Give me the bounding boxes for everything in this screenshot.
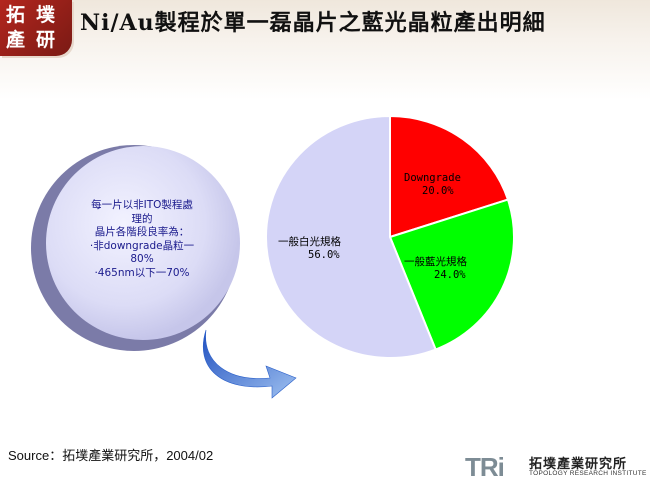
pie-slice-label: Downgrade: [404, 172, 461, 184]
slide-title: Ni/Au製程於單一磊晶片之藍光晶粒產出明細: [80, 10, 546, 36]
callout-line: 晶片各階段良率為：: [94, 226, 190, 238]
footer-logo-mark: TRi: [465, 452, 505, 482]
curved-arrow-icon: [202, 329, 297, 399]
pie-slice-value: 20.0%: [422, 185, 454, 197]
callout-circle: [46, 146, 240, 340]
logo-char: 墣: [36, 4, 56, 26]
header-band: [0, 0, 650, 100]
callout-line: ‧465nm以下一70%: [94, 266, 190, 279]
logo-char: 拓: [6, 4, 26, 26]
pie-slice-value: 24.0%: [434, 269, 466, 281]
logo-char: 研: [36, 29, 56, 51]
pie-slice: [265, 114, 437, 359]
callout-line: ‧非downgrade晶粒一: [89, 239, 195, 252]
pie-slice-label: 一般藍光規格: [404, 255, 467, 268]
callout-line: 80%: [130, 253, 154, 265]
callout-text: 每一片以非ITO製程處 理的 晶片各階段良率為： ‧非downgrade晶粒一 …: [68, 199, 216, 280]
source-note: Source：拓墣產業研究所，2004/02: [8, 448, 214, 463]
footer-logo-en: TOPOLOGY RESEARCH INSTITUTE: [529, 470, 647, 477]
footer-logo-cn: 拓墣產業研究所: [529, 457, 628, 472]
callout-line: 理的: [131, 212, 153, 225]
pie-slice: [389, 114, 510, 239]
pie-slice-value: 56.0%: [308, 249, 340, 261]
callout-line: 每一片以非ITO製程處: [91, 199, 193, 211]
pie-slice-label: 一般白光規格: [278, 235, 341, 248]
logo-char: 產: [6, 29, 26, 51]
brand-logo: 拓 墣 產 研: [0, 0, 72, 56]
